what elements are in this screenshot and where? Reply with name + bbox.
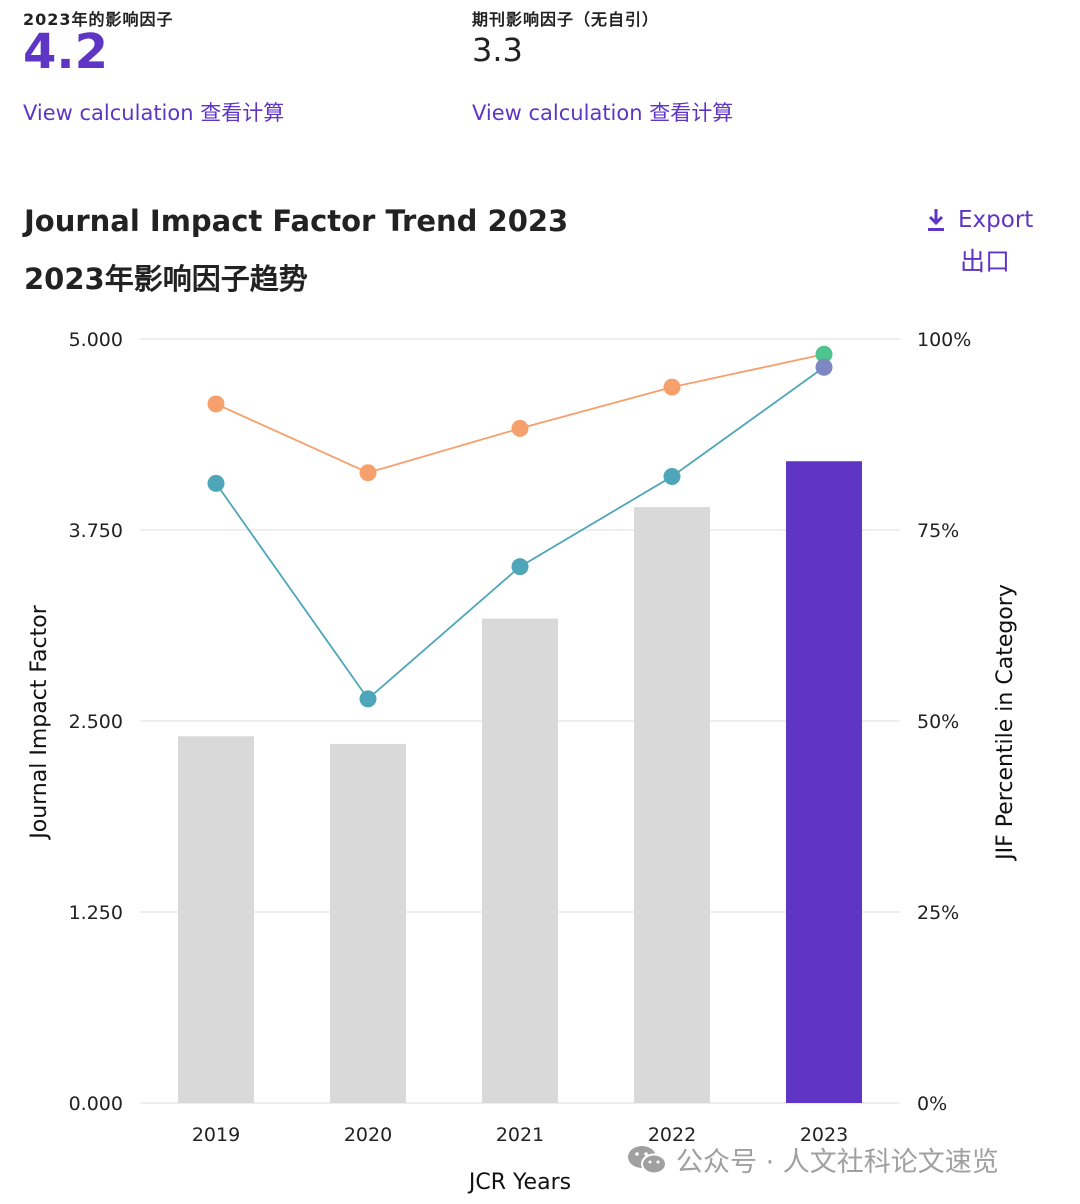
bar-2021	[482, 618, 558, 1103]
x-axis-title: JCR Years	[467, 1170, 571, 1195]
x-tick-label: 2019	[192, 1124, 240, 1146]
export-button[interactable]: Export 出口	[924, 206, 1033, 278]
download-icon	[928, 209, 944, 231]
chart-title-zh: 2023年影响因子趋势	[24, 262, 308, 296]
jif-value: 4.2	[23, 24, 109, 80]
y2-tick-label: 50%	[917, 711, 959, 733]
view-calculation-link-jif[interactable]: View calculation 查看计算	[23, 101, 285, 125]
series-1-point-2021	[511, 419, 529, 437]
series-2-point-2021	[511, 558, 529, 576]
series-line-1	[215, 353, 825, 474]
bar-2023	[786, 461, 862, 1103]
x-tick-label: 2023	[800, 1124, 848, 1146]
y2-tick-label: 75%	[917, 520, 959, 542]
view-calculation-link-jif-no-self[interactable]: View calculation 查看计算	[472, 101, 734, 125]
watermark-text: 公众号 · 人文社科论文速览	[676, 1147, 999, 1178]
y2-tick-label: 100%	[917, 329, 971, 351]
jif-no-self-label: 期刊影响因子（无自引）	[472, 10, 660, 29]
bar-2019	[178, 736, 254, 1103]
series-1-point-2022	[663, 378, 681, 396]
series-2-point-2023	[815, 358, 833, 376]
series-2-point-2022	[663, 468, 681, 486]
jif-no-self-value: 3.3	[472, 31, 523, 69]
series-1-point-2020	[359, 464, 377, 482]
y-tick-label: 2.500	[69, 711, 123, 733]
jif-label: 2023年的影响因子	[23, 10, 174, 29]
chart-title-en: Journal Impact Factor Trend 2023	[24, 204, 569, 238]
x-tick-label: 2020	[344, 1124, 392, 1146]
y2-axis-title: JIF Percentile in Category	[993, 584, 1018, 862]
y2-tick-label: 0%	[917, 1093, 947, 1115]
series-2-point-2019	[207, 474, 225, 492]
jif-metric: 2023年的影响因子 4.2	[23, 6, 174, 80]
series-1-point-2023	[815, 345, 833, 363]
wechat-icon	[628, 1145, 667, 1174]
series-1-point-2019	[207, 395, 225, 413]
watermark: 公众号 · 人文社科论文速览	[626, 1140, 999, 1179]
bar-2020	[330, 743, 406, 1103]
export-label-zh: 出口	[960, 247, 1011, 276]
y2-tick-label: 25%	[917, 902, 959, 924]
y-tick-label: 0.000	[69, 1093, 123, 1115]
jif-no-self-metric: 期刊影响因子（无自引） 3.3	[472, 6, 659, 70]
x-tick-label: 2021	[496, 1124, 544, 1146]
y-tick-label: 1.250	[69, 902, 123, 924]
x-tick-label: 2022	[648, 1124, 696, 1146]
y-tick-label: 5.000	[69, 329, 123, 351]
bar-2022	[634, 507, 710, 1104]
y-tick-label: 3.750	[69, 520, 123, 542]
y-axis-title: Journal Impact Factor	[27, 604, 52, 840]
export-label: Export	[958, 207, 1034, 233]
series-2-point-2020	[359, 690, 377, 708]
